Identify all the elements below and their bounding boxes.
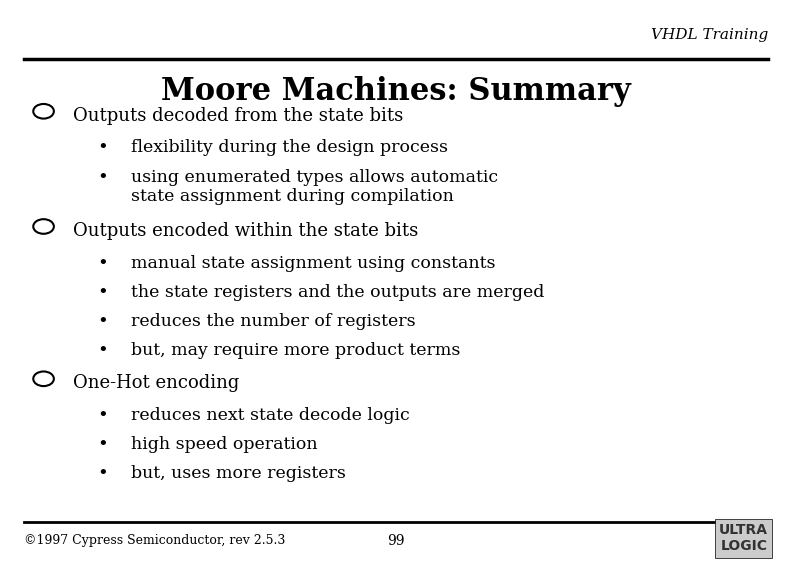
Text: One-Hot encoding: One-Hot encoding xyxy=(73,374,239,392)
Text: Outputs encoded within the state bits: Outputs encoded within the state bits xyxy=(73,222,418,240)
Text: •: • xyxy=(97,255,109,273)
Text: VHDL Training: VHDL Training xyxy=(651,28,768,42)
Text: •: • xyxy=(97,436,109,454)
Text: •: • xyxy=(97,169,109,187)
Text: but, may require more product terms: but, may require more product terms xyxy=(131,342,460,359)
Text: •: • xyxy=(97,407,109,425)
Text: flexibility during the design process: flexibility during the design process xyxy=(131,139,447,156)
Text: reduces next state decode logic: reduces next state decode logic xyxy=(131,407,409,424)
Text: high speed operation: high speed operation xyxy=(131,436,318,453)
Text: •: • xyxy=(97,342,109,360)
Text: but, uses more registers: but, uses more registers xyxy=(131,465,345,482)
Text: •: • xyxy=(97,313,109,331)
Text: reduces the number of registers: reduces the number of registers xyxy=(131,313,415,330)
Text: 99: 99 xyxy=(387,534,405,547)
Text: the state registers and the outputs are merged: the state registers and the outputs are … xyxy=(131,284,544,301)
Text: manual state assignment using constants: manual state assignment using constants xyxy=(131,255,495,271)
Text: using enumerated types allows automatic
state assignment during compilation: using enumerated types allows automatic … xyxy=(131,169,498,205)
Text: Moore Machines: Summary: Moore Machines: Summary xyxy=(161,76,631,107)
Text: ULTRA
LOGIC: ULTRA LOGIC xyxy=(719,523,768,554)
Text: •: • xyxy=(97,139,109,157)
Text: •: • xyxy=(97,284,109,302)
Text: •: • xyxy=(97,465,109,483)
Text: Outputs decoded from the state bits: Outputs decoded from the state bits xyxy=(73,107,403,125)
Text: ©1997 Cypress Semiconductor, rev 2.5.3: ©1997 Cypress Semiconductor, rev 2.5.3 xyxy=(24,534,285,547)
